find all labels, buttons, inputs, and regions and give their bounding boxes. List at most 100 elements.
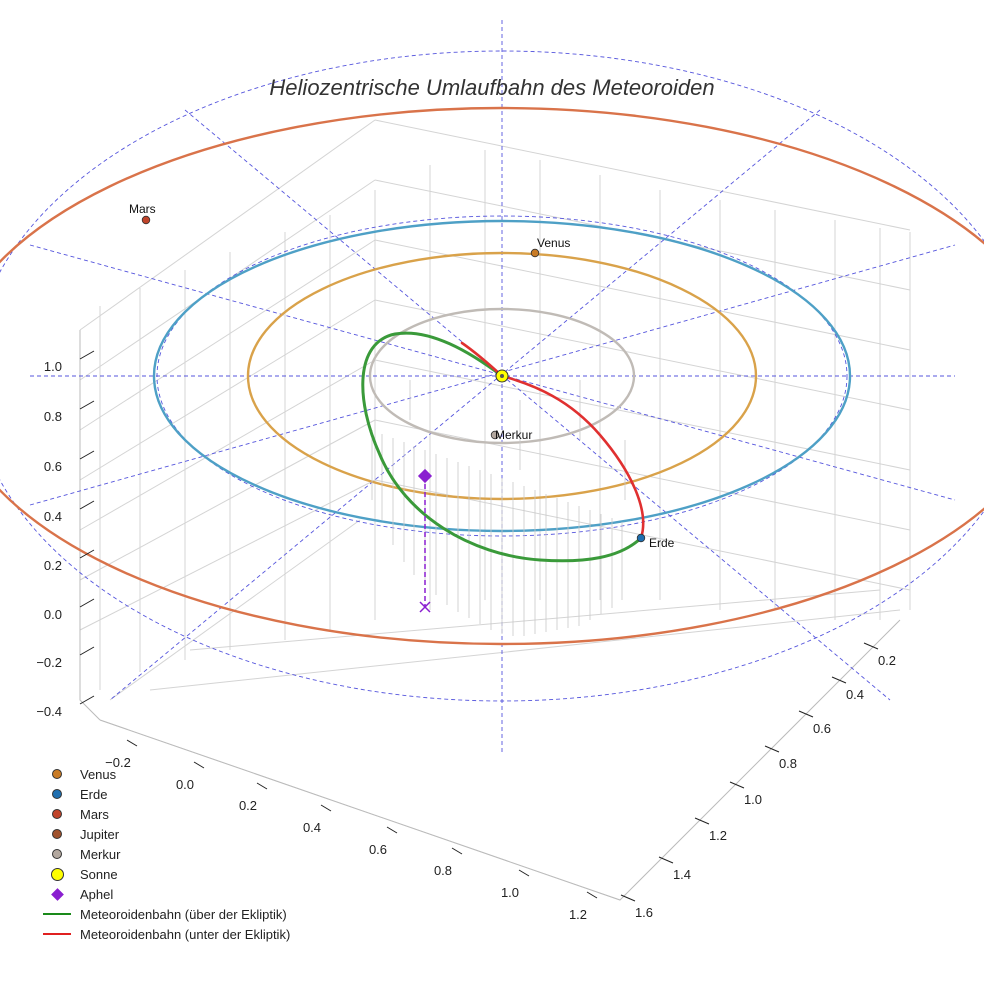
z-tick-mark — [79, 450, 95, 460]
orbits-layer — [0, 106, 984, 646]
legend-swatch — [52, 829, 62, 839]
z-tick-label: 0.6 — [44, 459, 62, 474]
y-tick-label: 0.6 — [813, 721, 831, 736]
z-tick-label: 0.4 — [44, 509, 62, 524]
y-tick-label: 1.0 — [744, 792, 762, 807]
legend-label: Venus — [80, 766, 117, 782]
planet-merkur-label: Merkur — [495, 428, 532, 442]
x-tick-mark — [193, 761, 205, 769]
legend-swatch — [52, 769, 62, 779]
ticks-layer: 1.0 0.8 0.6 0.4 0.2 0.0 −0.2 −0.4 −0.2 0.0 0.2 0.4 0… — [36, 350, 896, 922]
legend-item: Aphel — [40, 884, 290, 904]
x-tick-label: 0.8 — [434, 863, 452, 878]
grid-line — [149, 609, 901, 691]
y-tick-mark — [831, 676, 847, 684]
z-tick-mark — [79, 695, 95, 705]
grid-line — [79, 479, 376, 631]
legend-symbol — [40, 864, 74, 884]
x-tick-label: 0.4 — [303, 820, 321, 835]
legend-label: Jupiter — [80, 826, 120, 842]
marks-layer: Mars Venus Merkur Erde — [129, 202, 675, 613]
planet-mars-label: Mars — [129, 202, 156, 216]
legend-label: Erde — [80, 786, 108, 802]
z-tick-label: 0.8 — [44, 409, 62, 424]
grid-line — [79, 359, 376, 531]
legend-item: Meteoroidenbahn (unter der Ekliptik) — [40, 924, 290, 944]
legend-swatch — [52, 849, 62, 859]
z-tick-mark — [79, 549, 95, 559]
legend-swatch — [43, 913, 71, 915]
grid-line — [374, 239, 911, 351]
legend-swatch — [52, 789, 62, 799]
legend-swatch — [50, 867, 64, 881]
y-tick-label: 1.6 — [635, 905, 653, 920]
z-tick-label: −0.4 — [36, 704, 62, 719]
z-tick-mark — [79, 500, 95, 510]
chart-title: Heliozentrische Umlaufbahn des Meteoroid… — [269, 75, 714, 100]
legend-label: Aphel — [80, 886, 114, 902]
z-tick-label: 0.0 — [44, 607, 62, 622]
legend-item: Mars — [40, 804, 290, 824]
z-tick-mark — [79, 350, 95, 360]
legend-label: Meteoroidenbahn (unter der Ekliptik) — [80, 926, 291, 942]
legend-item: Sonne — [40, 864, 290, 884]
legend-label: Sonne — [80, 866, 118, 882]
aphelion-marker — [417, 468, 433, 484]
planet-erde-label: Erde — [649, 536, 675, 550]
legend-label: Merkur — [80, 846, 121, 862]
legend-swatch — [43, 933, 71, 935]
z-tick-mark — [79, 646, 95, 656]
x-tick-mark — [256, 782, 268, 790]
grid-line — [79, 299, 376, 481]
x-tick-mark — [451, 847, 463, 855]
y-tick-mark — [764, 745, 780, 753]
legend-item: Venus — [40, 764, 290, 784]
legend-symbol — [40, 904, 74, 924]
x-tick-mark — [320, 804, 332, 812]
planet-mars-marker — [141, 215, 151, 225]
y-tick-label: 0.8 — [779, 756, 797, 771]
legend-item: Merkur — [40, 844, 290, 864]
legend-symbol — [40, 844, 74, 864]
ecliptic-ray — [29, 244, 956, 501]
y-tick-label: 1.4 — [673, 867, 691, 882]
wall-edge — [79, 330, 101, 721]
grid-line — [374, 299, 911, 411]
legend-symbol — [40, 824, 74, 844]
planet-merkur-marker — [490, 430, 500, 440]
legend-swatch — [52, 809, 62, 819]
planet-venus-marker — [530, 248, 540, 258]
z-tick-label: −0.2 — [36, 655, 62, 670]
grid-line — [374, 359, 911, 471]
grid-line — [79, 239, 376, 431]
y-tick-mark — [694, 817, 710, 825]
x-tick-label: 1.2 — [569, 907, 587, 922]
meteoroid-orbit-above — [361, 331, 643, 563]
legend-symbol — [40, 784, 74, 804]
sun-center — [500, 374, 504, 378]
x-tick-label: 0.6 — [369, 842, 387, 857]
z-tick-mark — [79, 598, 95, 608]
legend-label: Mars — [80, 806, 109, 822]
legend-item: Meteoroidenbahn (über der Ekliptik) — [40, 904, 290, 924]
x-tick-mark — [126, 739, 138, 747]
x-tick-mark — [518, 869, 530, 877]
x-tick-mark — [586, 891, 598, 899]
legend-symbol — [40, 764, 74, 784]
y-tick-mark — [798, 710, 814, 718]
orbit-mars — [0, 106, 984, 646]
grid-layer — [79, 119, 911, 901]
y-tick-mark — [729, 781, 745, 789]
meteoroid-orbit-below — [460, 341, 645, 540]
legend-swatch — [50, 887, 64, 901]
grid-line — [79, 119, 376, 331]
y-tick-mark — [658, 856, 674, 864]
x-tick-label: 0.0 — [176, 777, 194, 792]
grid-line — [374, 419, 911, 531]
legend-symbol — [40, 804, 74, 824]
y-tick-label: 0.4 — [846, 687, 864, 702]
ecliptic-ray — [29, 244, 956, 506]
z-tick-mark — [79, 400, 95, 410]
